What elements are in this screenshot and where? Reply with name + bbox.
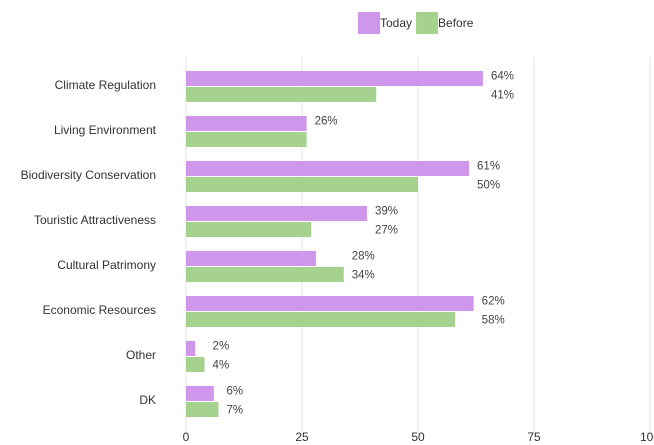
x-tick-label: 0 <box>183 430 190 444</box>
value-label: 26% <box>315 116 338 128</box>
bar <box>186 296 474 311</box>
value-label: 27% <box>375 225 398 237</box>
value-label: 62% <box>482 296 505 308</box>
value-label: 64% <box>491 71 514 83</box>
bar <box>186 386 214 401</box>
value-label: 6% <box>226 386 243 398</box>
value-label: 50% <box>477 180 500 192</box>
y-tick-label: Cultural Patrimony <box>57 258 156 272</box>
value-label: 39% <box>375 206 398 218</box>
legend-swatch <box>358 12 380 34</box>
y-tick-label: Touristic Attractiveness <box>34 213 156 227</box>
x-tick-label: 25 <box>295 430 309 444</box>
x-tick-label: 50 <box>411 430 425 444</box>
y-tick-label: Economic Resources <box>43 303 156 317</box>
legend-swatch <box>416 12 439 34</box>
bar <box>186 161 470 176</box>
x-tick-label: 75 <box>527 430 541 444</box>
value-label: 61% <box>477 161 500 173</box>
bar <box>186 116 307 131</box>
legend-label: Before <box>438 16 474 30</box>
bar <box>186 251 316 266</box>
bar <box>186 267 344 282</box>
value-label: 41% <box>491 90 514 102</box>
value-label: 4% <box>213 360 230 372</box>
bar <box>186 132 307 147</box>
bar <box>186 312 456 327</box>
x-tick-label: 100 <box>640 430 654 444</box>
value-label: 28% <box>352 251 375 263</box>
bar <box>186 402 219 417</box>
value-label: 58% <box>482 315 505 327</box>
bar <box>186 71 483 86</box>
bar <box>186 87 377 102</box>
y-tick-label: Biodiversity Conservation <box>21 168 156 182</box>
bar <box>186 341 196 356</box>
value-label: 34% <box>352 270 375 282</box>
y-tick-label: Living Environment <box>54 123 157 137</box>
legend-label: Today <box>380 16 412 30</box>
bar <box>186 177 418 192</box>
bar <box>186 357 205 372</box>
y-tick-label: Other <box>126 348 156 362</box>
y-tick-label: Climate Regulation <box>55 78 156 92</box>
value-label: 2% <box>213 341 230 353</box>
bar <box>186 222 312 237</box>
bar <box>186 206 367 221</box>
value-label: 7% <box>226 405 243 417</box>
y-tick-label: DK <box>139 393 156 407</box>
